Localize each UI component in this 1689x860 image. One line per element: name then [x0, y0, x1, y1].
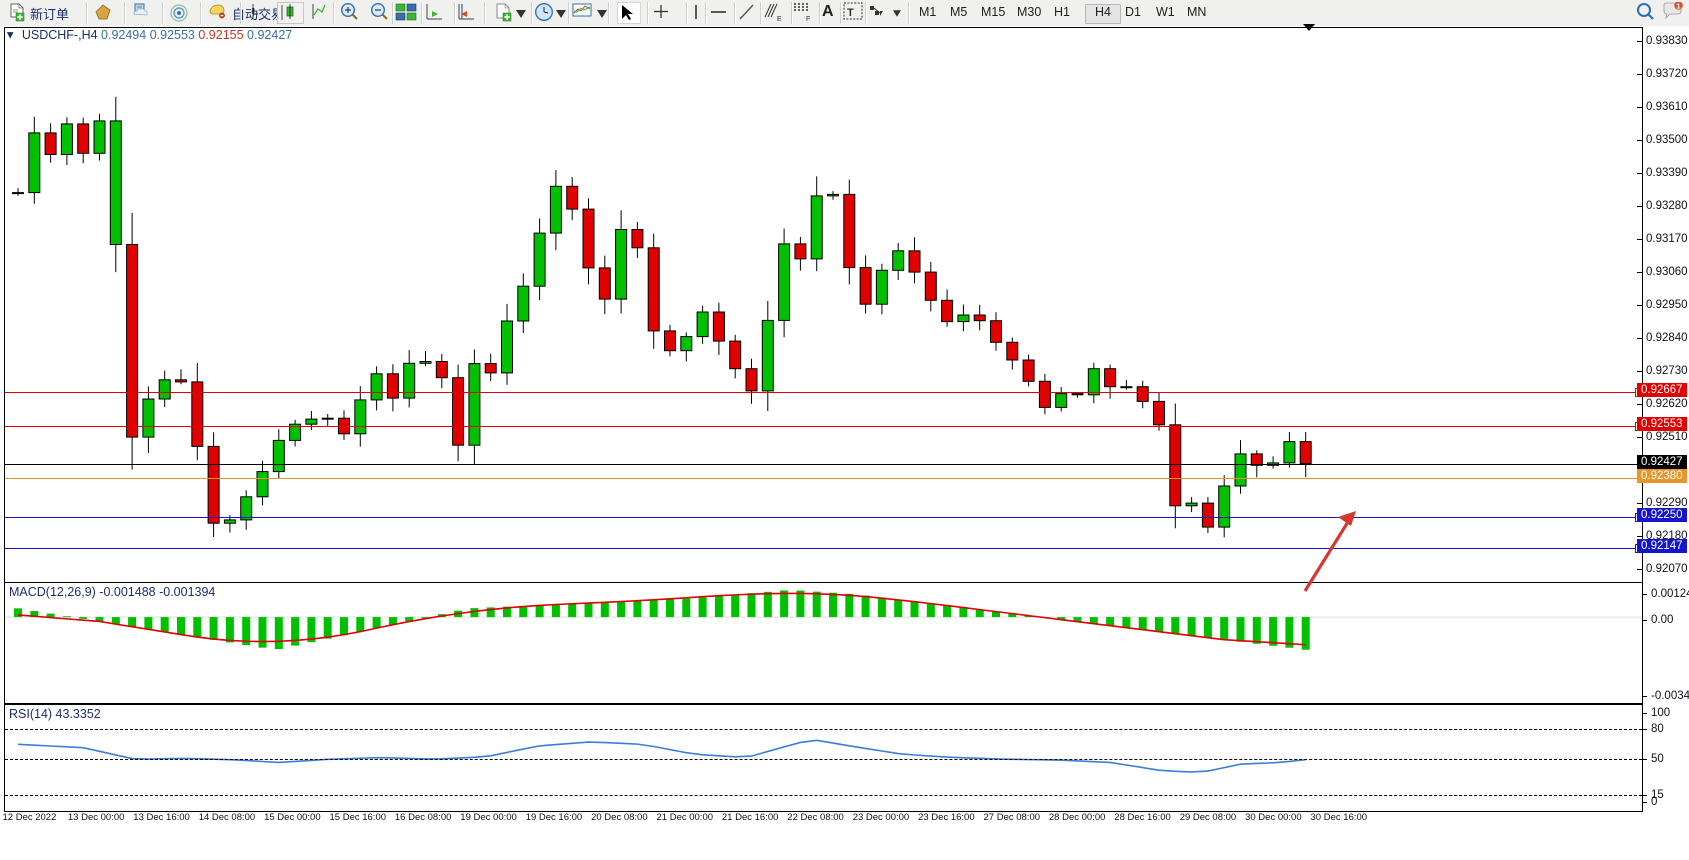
svg-text:F: F: [806, 16, 810, 22]
svg-text:T: T: [847, 7, 854, 19]
svg-text:E: E: [777, 16, 782, 22]
svg-text:1: 1: [1676, 2, 1680, 10]
